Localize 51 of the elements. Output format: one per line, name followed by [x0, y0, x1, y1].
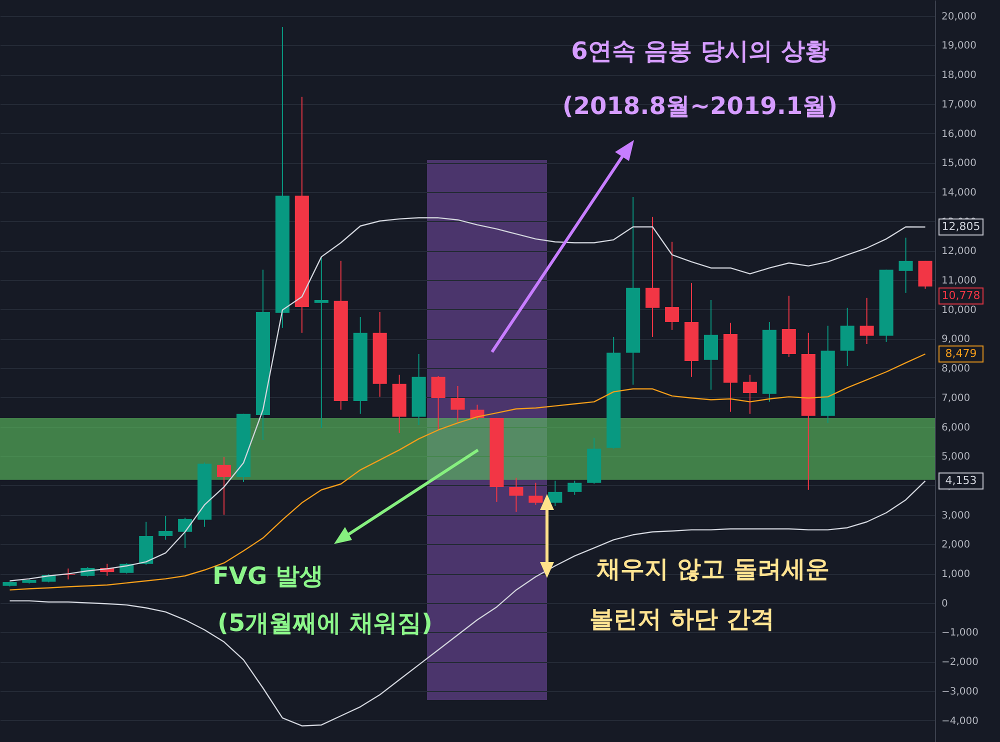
y-tick-label: 18,000: [942, 70, 976, 82]
y-tick-label: 14,000: [942, 187, 976, 198]
y-tick-label: 10,000: [942, 304, 976, 316]
y-tick-label: 15,000: [942, 158, 976, 170]
y-tick-label: 7,000: [942, 392, 970, 404]
candlestick: [860, 297, 874, 344]
y-tick-label: 1,000: [942, 569, 970, 580]
candlestick: [431, 375, 446, 430]
y-tick-label: 11,000: [942, 276, 976, 287]
y-tick-label: 12,000: [942, 246, 976, 258]
line-series: [9, 353, 926, 591]
y-tick-label: −4,000: [942, 716, 979, 727]
candlestick: [178, 517, 192, 548]
candlestick: [470, 404, 484, 421]
y-tick-label: −3,000: [942, 686, 979, 698]
data-label: 12,805: [942, 220, 980, 234]
candlestick: [158, 515, 173, 540]
y-tick-label: 9,000: [942, 334, 970, 346]
y-tick-label: 20,000: [942, 11, 976, 22]
y-tick-label: 19,000: [942, 40, 976, 52]
data-label: 4,153: [945, 474, 977, 487]
y-tick-label: 17,000: [942, 99, 976, 110]
text: 10,778: [942, 289, 980, 302]
y-tick-label: 5,000: [942, 452, 970, 463]
candlestick: [314, 256, 328, 428]
line-series: [9, 480, 926, 726]
candlestick: [548, 480, 562, 507]
data-label: 8,479: [945, 347, 977, 360]
annotation: FVG 발생: [212, 562, 324, 590]
y-tick-label: −2,000: [942, 657, 979, 668]
candlestick: [898, 237, 913, 294]
annotation: (2018.8월~2019.1월): [562, 92, 838, 120]
y-tick-label: 0: [942, 598, 948, 610]
annotation: 6연속 음봉 당시의 상황: [571, 37, 829, 65]
annotation: 볼린저 하단 간격: [590, 605, 774, 633]
candlestick: [528, 482, 543, 506]
candlestick: [742, 374, 757, 414]
candlestick: [568, 480, 582, 496]
annotation: (5개월째에 채워짐): [218, 609, 432, 637]
candlestick: [450, 385, 465, 422]
y-tick-label: 8,000: [942, 364, 970, 375]
y-tick-label: 6,000: [942, 422, 970, 434]
candlestick: [665, 241, 680, 330]
y-tick-label: −1,000: [942, 628, 979, 639]
y-tick-label: 3,000: [942, 510, 970, 522]
candlestick: [509, 477, 524, 512]
candlestick: [217, 456, 232, 516]
y-tick-label: 2,000: [942, 540, 970, 551]
annotation: 채우지 않고 돌려세운: [596, 555, 830, 583]
candlestick: [646, 216, 660, 338]
y-tick-label: 16,000: [942, 128, 976, 140]
